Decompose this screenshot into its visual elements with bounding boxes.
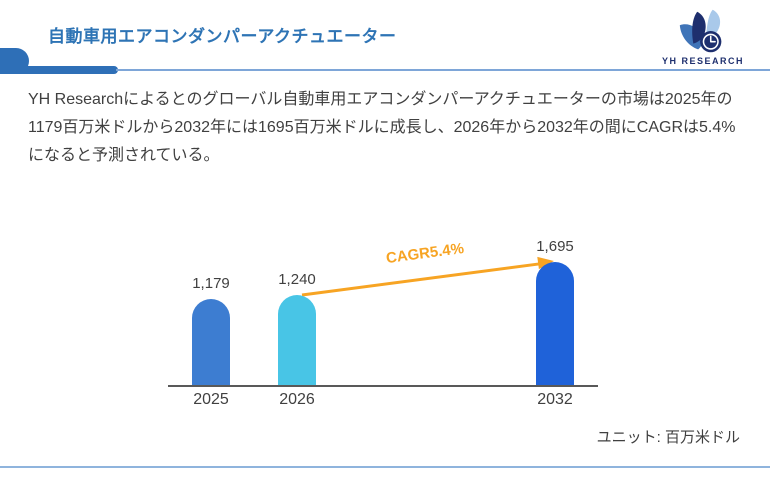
bar-2025 (192, 299, 230, 385)
footer-divider-line (0, 466, 770, 468)
header-accent-bar (0, 66, 118, 74)
yh-research-logo-icon (679, 9, 722, 53)
bar-2026 (278, 295, 316, 385)
market-bar-chart: CAGR5.4% 1,179 2025 1,240 2026 1,695 2032 (168, 227, 598, 408)
bar-2032 (536, 262, 574, 385)
page-title: 自動車用エアコンダンパーアクチュエーター (48, 27, 397, 46)
bar-value-2026: 1,240 (278, 271, 316, 288)
axis-label-2026: 2026 (279, 391, 315, 408)
axis-label-2032: 2032 (537, 391, 573, 408)
yh-research-logo-text: YH RESEARCH (661, 56, 744, 66)
header-divider-line (116, 69, 770, 71)
market-summary-paragraph: YH Researchによるとのグローバル自動車用エアコンダンパーアクチュエータ… (28, 91, 736, 164)
bar-value-2032: 1,695 (536, 238, 574, 255)
unit-note: ユニット: 百万米ドル (596, 429, 740, 446)
yh-research-logo: YH RESEARCH (650, 9, 756, 66)
axis-label-2025: 2025 (193, 391, 229, 408)
bar-value-2025: 1,179 (192, 275, 230, 292)
